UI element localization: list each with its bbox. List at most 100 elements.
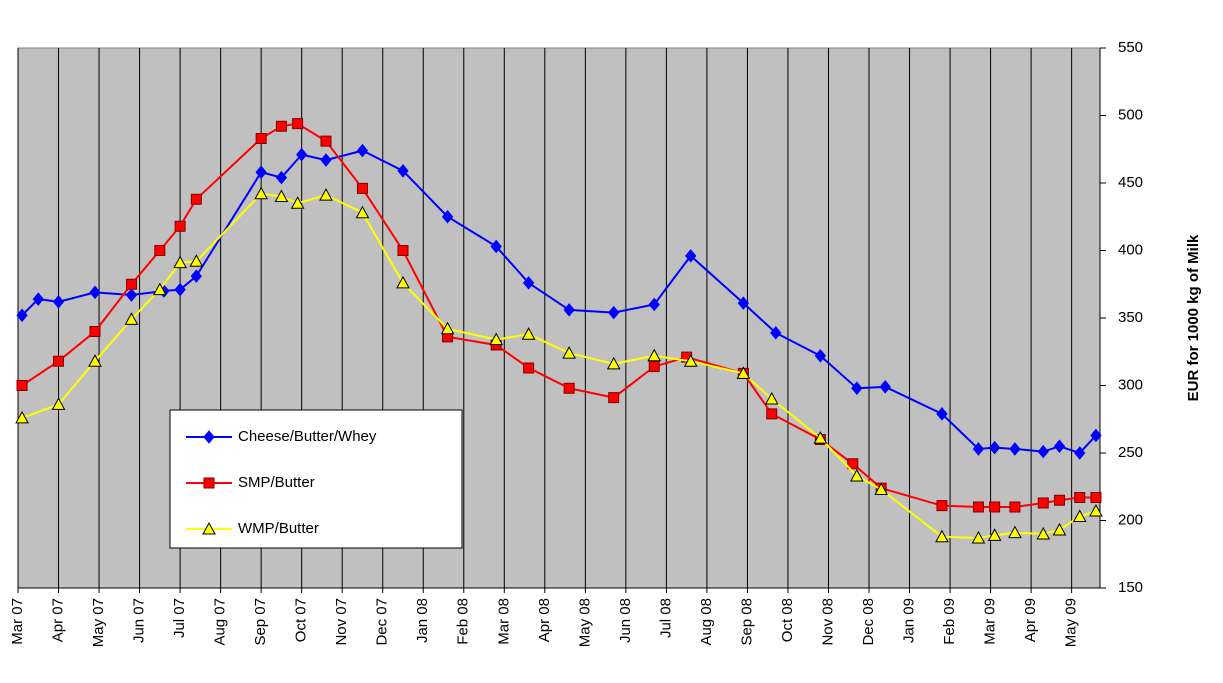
marker — [190, 269, 202, 283]
marker — [989, 501, 1001, 513]
marker — [563, 303, 575, 317]
y-tick-label: 150 — [1118, 579, 1143, 596]
x-tick-label: Jul 08 — [657, 598, 674, 638]
marker — [89, 285, 101, 300]
marker — [1052, 522, 1067, 536]
marker — [16, 380, 28, 391]
x-tick-label: Sep 07 — [252, 598, 269, 646]
marker — [275, 120, 287, 132]
marker — [397, 164, 409, 178]
marker — [523, 362, 535, 374]
marker — [296, 147, 308, 162]
marker — [53, 355, 65, 367]
marker — [1074, 492, 1086, 504]
marker — [174, 220, 186, 232]
x-tick-label: Jan 08 — [414, 598, 431, 643]
series-line — [21, 149, 1097, 455]
marker — [440, 321, 455, 335]
marker — [356, 182, 368, 194]
y-tick-label: 250 — [1118, 444, 1143, 461]
legend-marker — [203, 430, 215, 444]
marker — [648, 297, 660, 312]
x-tick-label: Mar 09 — [982, 598, 999, 645]
marker — [1037, 444, 1049, 459]
marker — [972, 442, 985, 456]
x-tick-label: Jun 07 — [131, 598, 148, 643]
marker — [814, 349, 827, 363]
legend-label: Cheese/Butter/Whey — [238, 428, 377, 445]
marker — [971, 531, 986, 544]
marker — [125, 278, 137, 290]
marker — [1009, 501, 1021, 513]
marker — [522, 276, 535, 290]
x-tick-label: Dec 08 — [860, 598, 877, 646]
x-tick-label: May 08 — [576, 598, 593, 647]
marker — [648, 361, 660, 373]
x-tick-label: Oct 07 — [293, 598, 310, 642]
marker — [563, 382, 575, 394]
x-tick-label: Aug 07 — [212, 598, 229, 646]
marker — [1090, 492, 1102, 504]
marker — [88, 354, 102, 367]
legend-label: WMP/Butter — [238, 520, 319, 537]
legend-label: SMP/Butter — [238, 474, 315, 491]
marker — [1090, 428, 1102, 443]
x-tick-label: Apr 09 — [1022, 598, 1039, 642]
marker — [1074, 446, 1086, 460]
marker — [1053, 439, 1066, 454]
marker — [935, 529, 949, 543]
marker — [355, 205, 370, 219]
marker — [879, 380, 891, 394]
marker — [685, 249, 697, 263]
y-tick-label: 450 — [1118, 174, 1143, 191]
marker — [255, 165, 267, 179]
marker — [813, 431, 828, 444]
marker — [1036, 526, 1051, 540]
marker — [1009, 442, 1021, 456]
marker — [125, 288, 138, 302]
marker — [851, 381, 863, 395]
x-tick-label: Nov 07 — [333, 598, 350, 646]
marker — [154, 245, 166, 256]
marker — [320, 135, 332, 147]
marker — [174, 282, 186, 297]
y-tick-label: 300 — [1118, 376, 1143, 393]
marker — [764, 391, 779, 405]
x-tick-label: Sep 08 — [738, 598, 755, 646]
y-tick-label: 350 — [1118, 309, 1143, 326]
marker — [441, 209, 454, 224]
marker — [1089, 504, 1103, 517]
marker — [737, 296, 750, 310]
marker — [647, 348, 662, 362]
marker — [736, 366, 751, 379]
x-tick-label: Mar 08 — [495, 598, 512, 645]
marker — [124, 312, 139, 325]
marker — [1037, 497, 1049, 509]
x-tick-label: Apr 07 — [49, 598, 66, 642]
marker — [356, 143, 369, 158]
marker — [606, 356, 621, 370]
x-tick-label: Jun 08 — [617, 598, 634, 643]
x-tick-label: Apr 08 — [536, 598, 553, 642]
marker — [275, 170, 288, 185]
marker — [770, 326, 782, 340]
marker — [320, 153, 332, 167]
x-tick-label: Dec 07 — [374, 598, 391, 646]
marker — [254, 186, 268, 200]
marker — [766, 408, 778, 420]
x-tick-label: Feb 08 — [455, 598, 472, 645]
marker — [290, 196, 305, 209]
marker — [15, 410, 29, 424]
marker — [1008, 525, 1022, 539]
marker — [972, 501, 984, 513]
y-tick-label: 500 — [1118, 106, 1143, 123]
marker — [189, 254, 204, 267]
legend — [169, 409, 463, 549]
marker — [490, 239, 502, 254]
marker — [874, 482, 889, 495]
legend-marker — [203, 477, 215, 489]
y-tick-label: 200 — [1118, 511, 1143, 528]
marker — [89, 326, 101, 337]
marker — [562, 346, 576, 359]
